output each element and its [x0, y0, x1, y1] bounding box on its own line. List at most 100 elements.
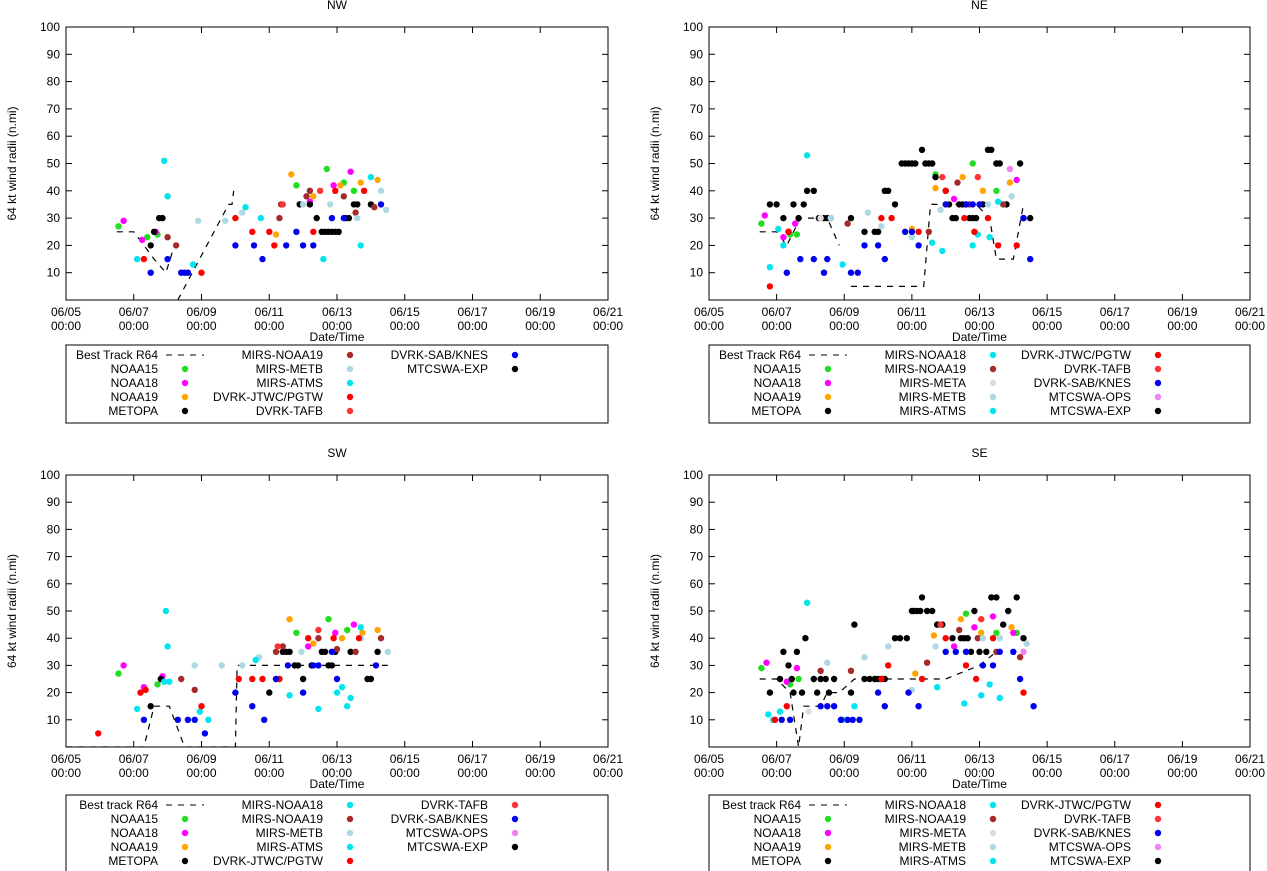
point-dvrk-sab-knes: [299, 689, 307, 696]
point-noaa18: [347, 168, 354, 175]
legend-swatch: [181, 815, 189, 823]
point-metopa: [847, 689, 855, 696]
point-noaa19: [374, 626, 381, 634]
point-mirs-metb: [239, 209, 246, 216]
y-tick-label: 80: [47, 75, 61, 89]
legend-swatch: [181, 365, 189, 373]
point-metopa: [780, 214, 787, 222]
legend-swatch: [346, 351, 354, 359]
legend-swatch: [1154, 857, 1162, 865]
y-tick-label: 60: [690, 577, 704, 591]
point-metopa: [266, 689, 273, 696]
point-noaa18: [332, 629, 339, 636]
point-mtcswa-ops: [1020, 648, 1027, 655]
point-metopa: [967, 648, 975, 655]
point-mirs-metb: [354, 214, 361, 222]
point-dvrk-jtwc-pgtw: [918, 675, 926, 683]
point-metopa: [972, 214, 980, 222]
legend-swatch: [1154, 801, 1162, 809]
y-tick-label: 10: [47, 713, 61, 727]
point-dvrk-sab-knes: [283, 242, 290, 249]
point-noaa15: [115, 670, 122, 677]
point-dvrk-jtwc-pgtw: [259, 675, 266, 683]
x-tick-date: 06/19: [1167, 305, 1197, 319]
point-metopa: [822, 675, 829, 683]
y-tick-label: 90: [47, 47, 61, 61]
point-mirs-noaa18: [803, 599, 811, 606]
point-dvrk-sab-knes: [881, 703, 888, 710]
point-mirs-noaa19: [1000, 201, 1007, 208]
point-dvrk-sab-knes: [915, 703, 922, 710]
legend-label: MTCSWA-EXP: [1050, 854, 1131, 868]
legend-label: NOAA19: [754, 840, 802, 854]
point-mirs-atms: [161, 678, 168, 685]
legend-swatch: [346, 857, 354, 865]
legend-swatch: [181, 829, 189, 837]
point-mirs-atms: [961, 700, 968, 707]
legend-label: METOPA: [108, 404, 158, 418]
legend-label: MIRS-METB: [899, 390, 966, 404]
legend-label: MIRS-NOAA19: [885, 362, 967, 376]
point-dvrk-tafb: [974, 173, 981, 181]
point-mirs-noaa19: [817, 667, 824, 674]
point-dvrk-sab-knes: [861, 242, 868, 249]
point-mtcswa-ops: [1006, 165, 1014, 173]
point-metopa: [866, 675, 873, 683]
point-mirs-noaa19: [164, 234, 171, 241]
point-mirs-atms: [994, 198, 1002, 205]
legend-box: [65, 344, 609, 424]
point-metopa: [952, 214, 959, 222]
point-mirs-metb: [298, 648, 305, 655]
point-mirs-atms: [934, 684, 941, 691]
best-track-line: [116, 190, 235, 300]
point-mirs-atms: [338, 684, 346, 691]
x-tick-time: 00:00: [1100, 766, 1130, 780]
legend-label: MIRS-METB: [899, 840, 966, 854]
legend-swatch: [511, 351, 519, 359]
point-mirs-noaa19: [1016, 654, 1024, 661]
legend-label: MIRS-NOAA19: [885, 812, 967, 826]
point-noaa19: [932, 184, 939, 192]
legend-label: NOAA18: [111, 376, 159, 390]
point-metopa: [345, 214, 353, 222]
legend-label: MIRS-METB: [256, 362, 323, 376]
point-metopa: [286, 648, 293, 655]
legend-swatch: [346, 829, 354, 837]
point-metopa: [885, 187, 892, 194]
point-mirs-atms: [315, 705, 322, 713]
y-tick-label: 20: [690, 238, 704, 252]
point-dvrk-sab-knes: [942, 201, 949, 208]
point-mirs-metb: [218, 662, 225, 669]
x-tick-date: 06/21: [1235, 752, 1265, 766]
point-metopa: [159, 214, 166, 222]
x-tick-time: 00:00: [897, 319, 927, 333]
point-metopa: [785, 662, 792, 669]
x-tick-date: 06/17: [457, 752, 487, 766]
x-tick-time: 00:00: [51, 766, 81, 780]
legend-swatch: [824, 365, 832, 373]
point-metopa: [949, 635, 956, 642]
x-tick-time: 00:00: [119, 319, 149, 333]
x-tick-time: 00:00: [897, 766, 927, 780]
point-noaa19: [337, 182, 344, 189]
legend-swatch: [511, 843, 519, 851]
y-tick-label: 80: [47, 522, 61, 536]
point-metopa: [776, 675, 784, 683]
legend-label: METOPA: [751, 854, 801, 868]
point-mirs-metb: [984, 201, 992, 208]
point-dvrk-jtwc-pgtw: [305, 635, 312, 642]
chart-panel-sw: SW10203040506070809010006/0500:0006/0700…: [5, 446, 623, 871]
point-dvrk-sab-knes: [908, 228, 916, 235]
point-dvrk-sab-knes: [830, 703, 838, 710]
point-dvrk-tafb: [978, 616, 985, 623]
x-tick-time: 00:00: [525, 319, 555, 333]
point-dvrk-sab-knes: [952, 648, 959, 655]
legend-box: [708, 794, 1251, 871]
point-dvrk-jtwc-pgtw: [330, 635, 337, 642]
x-tick-time: 00:00: [762, 766, 792, 780]
point-dvrk-sab-knes: [824, 703, 831, 710]
legend-swatch: [346, 843, 354, 851]
point-dvrk-tafb: [316, 187, 324, 194]
point-dvrk-jtwc-pgtw: [942, 187, 949, 194]
y-tick-label: 40: [47, 184, 61, 198]
